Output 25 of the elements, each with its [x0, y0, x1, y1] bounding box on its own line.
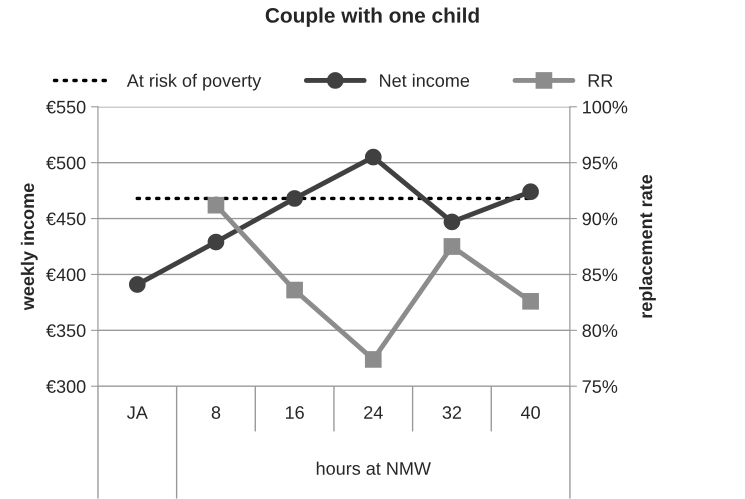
y-tick-label: €350 [46, 324, 86, 338]
legend-label: RR [588, 74, 612, 87]
x-tick-label: 32 [442, 406, 462, 419]
x-axis-title: hours at NMW [316, 462, 431, 475]
x-tick-label: JA [127, 406, 148, 419]
y2-tick-label: 100% [583, 100, 628, 114]
y-tick-label: €300 [46, 380, 86, 393]
x-tick-label: 16 [286, 406, 304, 419]
chart-title: Couple with one child [266, 7, 479, 27]
legend-label: Net income [380, 74, 470, 87]
y-tick-label: €550 [46, 100, 86, 114]
y2-tick-label: 95% [582, 156, 618, 170]
y-tick-label: €400 [46, 268, 86, 282]
legend-label: At risk of poverty [126, 74, 262, 91]
y-tick-label: €500 [46, 156, 86, 170]
y2-tick-label: 85% [582, 268, 618, 282]
x-tick-label: 24 [364, 406, 383, 419]
y2-tick-label: 90% [582, 212, 618, 226]
y2-axis-title: replacement rate [639, 174, 656, 318]
y2-tick-label: 80% [582, 324, 618, 338]
y-tick-label: €450 [46, 212, 86, 226]
x-tick-label: 8 [212, 406, 220, 419]
y2-tick-label: 75% [582, 380, 618, 393]
y-axis-title: weekly income [20, 183, 38, 310]
x-tick-label: 40 [520, 406, 540, 419]
